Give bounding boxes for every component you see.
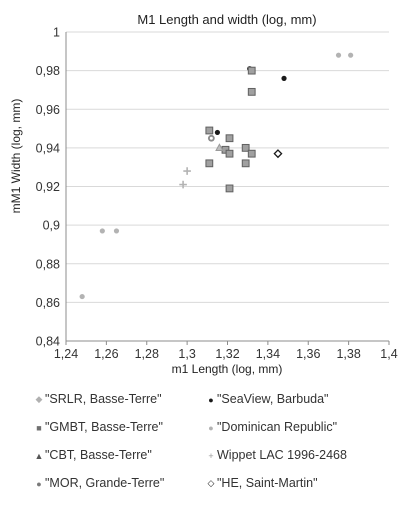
legend-marker-icon: ■ (36, 422, 42, 433)
y-tick-label: 0,9 (43, 219, 60, 233)
legend-label: "Dominican Republic" (217, 420, 338, 434)
data-point-series-2 (241, 159, 250, 168)
x-tick-label: 1,36 (296, 347, 320, 361)
data-point-series-3 (113, 228, 120, 234)
y-tick-label: 0,96 (36, 103, 60, 117)
data-point-series-1 (281, 75, 287, 81)
legend-item: + Wippet LAC 1996-2468 (205, 448, 347, 462)
legend-item: ● "Dominican Republic" (205, 420, 337, 434)
data-point-series-3 (348, 52, 354, 58)
x-tick-label: 1,32 (215, 347, 239, 361)
data-point-series-4 (215, 143, 224, 151)
legend-marker-icon: ● (208, 422, 214, 433)
data-point-series-5 (179, 180, 187, 189)
legend-marker-icon: ● (208, 394, 214, 405)
y-tick-label: 0,92 (36, 180, 60, 194)
legend-label: "CBT, Basse-Terre" (45, 448, 152, 462)
y-tick-label: 0,88 (36, 257, 60, 271)
legend-marker-icon: ◆ (35, 394, 43, 405)
x-axis-label: m1 Length (log, mm) (172, 362, 283, 376)
x-tick-label: 1,28 (135, 347, 159, 361)
data-point-series-3 (99, 228, 105, 234)
legend-marker-icon: ▲ (34, 450, 44, 461)
legend-marker-icon: + (208, 450, 214, 461)
legend-item: ■ "GMBT, Basse-Terre" (33, 420, 163, 434)
data-point-series-3 (335, 52, 342, 58)
data-point-series-2 (247, 87, 256, 96)
legend-marker-icon: ● (36, 478, 42, 489)
x-tick-label: 1,24 (54, 347, 78, 361)
data-point-series-5 (183, 167, 191, 175)
y-tick-label: 0,86 (36, 296, 60, 310)
data-point-series-2 (225, 184, 234, 193)
data-point-series-1 (214, 129, 221, 136)
y-tick-label: 1 (53, 26, 60, 40)
legend-item: ◇ "HE, Saint-Martin" (205, 476, 318, 490)
y-tick-label: 0,98 (36, 64, 60, 78)
x-tick-label: 1,38 (336, 347, 360, 361)
x-tick-label: 1,34 (256, 347, 280, 361)
data-point-series-2 (205, 126, 214, 135)
data-point-series-7 (273, 149, 283, 159)
y-tick-label: 0,94 (36, 141, 60, 155)
legend-item: ● "SeaView, Barbuda" (205, 392, 329, 406)
scatter-chart: M1 Length and width (log, mm) mM1 Width … (9, 12, 398, 376)
legend-item: ● "MOR, Grande-Terre" (33, 476, 164, 490)
legend-label: "GMBT, Basse-Terre" (45, 420, 163, 434)
legend-label: "MOR, Grande-Terre" (45, 476, 165, 490)
data-point-series-2 (225, 134, 234, 143)
y-axis-label: mM1 Width (log, mm) (9, 99, 23, 214)
x-tick-label: 1,26 (94, 347, 118, 361)
chart-legend: ◆ "SRLR, Basse-Terre" ● "SeaView, Barbuda" ■… (0, 388, 403, 512)
data-point-series-2 (241, 143, 250, 152)
data-point-series-2 (205, 159, 214, 168)
legend-label: "SeaView, Barbuda" (217, 392, 329, 406)
legend-label: "HE, Saint-Martin" (217, 476, 318, 490)
x-tick-label: 1,3 (178, 347, 195, 361)
data-point-series-2 (247, 149, 256, 158)
data-point-series-2 (247, 66, 256, 75)
legend-item: ▲ "CBT, Basse-Terre" (33, 448, 152, 462)
chart-title: M1 Length and width (log, mm) (137, 12, 316, 27)
legend-item: ◆ "SRLR, Basse-Terre" (33, 392, 162, 406)
legend-label: "SRLR, Basse-Terre" (45, 392, 162, 406)
legend-marker-icon: ◇ (207, 478, 215, 489)
x-tick-label: 1,4 (380, 347, 397, 361)
data-point-series-6 (207, 134, 215, 142)
y-tick-label: 0,84 (36, 335, 60, 349)
legend-label: Wippet LAC 1996-2468 (217, 448, 347, 462)
data-point-series-2 (225, 149, 234, 158)
data-point-series-3 (79, 293, 85, 300)
